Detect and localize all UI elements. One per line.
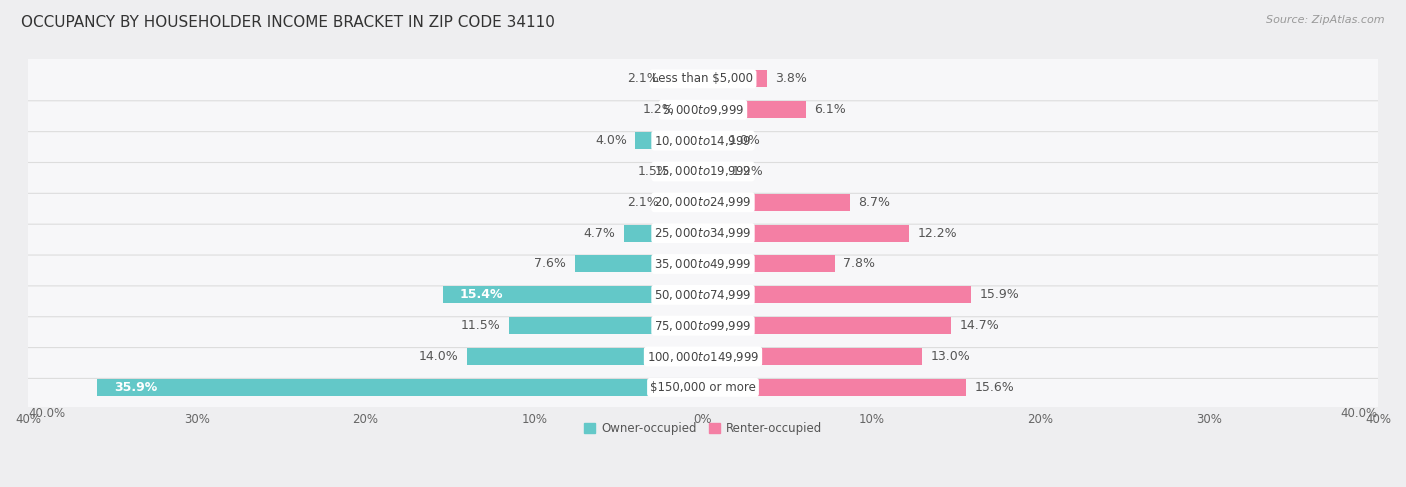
Legend: Owner-occupied, Renter-occupied: Owner-occupied, Renter-occupied (579, 417, 827, 440)
Text: 7.8%: 7.8% (844, 258, 875, 270)
Text: 12.2%: 12.2% (917, 226, 957, 240)
FancyBboxPatch shape (22, 180, 1384, 224)
Text: $15,000 to $19,999: $15,000 to $19,999 (654, 165, 752, 178)
Bar (703, 348, 922, 365)
Text: 6.1%: 6.1% (814, 103, 846, 116)
Text: $100,000 to $149,999: $100,000 to $149,999 (647, 350, 759, 363)
Bar (575, 256, 703, 272)
Bar (668, 71, 703, 87)
Text: 1.5%: 1.5% (637, 165, 669, 178)
Text: 1.0%: 1.0% (728, 134, 761, 147)
Text: $75,000 to $99,999: $75,000 to $99,999 (654, 318, 752, 333)
Text: 35.9%: 35.9% (114, 381, 157, 394)
Bar (703, 163, 723, 180)
FancyBboxPatch shape (22, 88, 1384, 131)
Text: 4.0%: 4.0% (595, 134, 627, 147)
Text: 8.7%: 8.7% (858, 196, 890, 209)
Text: $25,000 to $34,999: $25,000 to $34,999 (654, 226, 752, 240)
FancyBboxPatch shape (22, 365, 1384, 409)
Text: $5,000 to $9,999: $5,000 to $9,999 (662, 103, 744, 117)
Bar (703, 101, 806, 118)
Text: 11.5%: 11.5% (461, 319, 501, 332)
Bar (678, 163, 703, 180)
FancyBboxPatch shape (22, 150, 1384, 193)
FancyBboxPatch shape (22, 242, 1384, 286)
Bar (443, 286, 703, 303)
Bar (467, 348, 703, 365)
Text: OCCUPANCY BY HOUSEHOLDER INCOME BRACKET IN ZIP CODE 34110: OCCUPANCY BY HOUSEHOLDER INCOME BRACKET … (21, 15, 555, 30)
Text: Source: ZipAtlas.com: Source: ZipAtlas.com (1267, 15, 1385, 25)
Bar (703, 225, 908, 242)
FancyBboxPatch shape (22, 119, 1384, 163)
Text: 4.7%: 4.7% (583, 226, 616, 240)
Bar (703, 71, 768, 87)
Bar (703, 194, 849, 211)
Text: 1.2%: 1.2% (643, 103, 675, 116)
Bar (703, 256, 835, 272)
Text: 14.0%: 14.0% (419, 350, 458, 363)
Bar (624, 225, 703, 242)
Bar (509, 317, 703, 334)
Text: $20,000 to $24,999: $20,000 to $24,999 (654, 195, 752, 209)
Text: $50,000 to $74,999: $50,000 to $74,999 (654, 288, 752, 302)
Text: $35,000 to $49,999: $35,000 to $49,999 (654, 257, 752, 271)
FancyBboxPatch shape (22, 211, 1384, 255)
Text: 15.4%: 15.4% (460, 288, 503, 301)
FancyBboxPatch shape (22, 335, 1384, 378)
Bar (668, 194, 703, 211)
Bar (636, 132, 703, 149)
Text: 15.6%: 15.6% (974, 381, 1015, 394)
FancyBboxPatch shape (22, 304, 1384, 348)
Bar (703, 286, 972, 303)
Bar (703, 379, 966, 396)
Bar (683, 101, 703, 118)
Text: 7.6%: 7.6% (534, 258, 567, 270)
Text: 2.1%: 2.1% (627, 73, 659, 85)
Bar (703, 132, 720, 149)
Text: $10,000 to $14,999: $10,000 to $14,999 (654, 133, 752, 148)
Text: 40.0%: 40.0% (1341, 408, 1378, 420)
Text: 15.9%: 15.9% (980, 288, 1019, 301)
Text: Less than $5,000: Less than $5,000 (652, 73, 754, 85)
Text: 3.8%: 3.8% (776, 73, 807, 85)
FancyBboxPatch shape (22, 273, 1384, 317)
Text: 2.1%: 2.1% (627, 196, 659, 209)
Text: $150,000 or more: $150,000 or more (650, 381, 756, 394)
Bar (703, 317, 950, 334)
Text: 1.2%: 1.2% (731, 165, 763, 178)
Text: 40.0%: 40.0% (28, 408, 65, 420)
Bar (97, 379, 703, 396)
Text: 14.7%: 14.7% (959, 319, 1000, 332)
FancyBboxPatch shape (22, 57, 1384, 101)
Text: 13.0%: 13.0% (931, 350, 970, 363)
